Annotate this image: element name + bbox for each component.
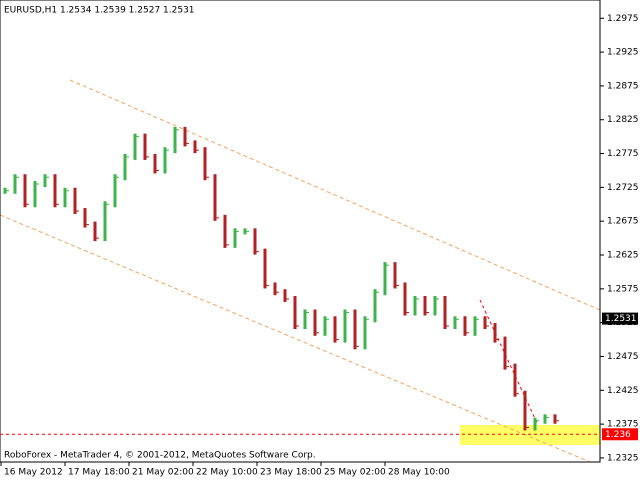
plot-frame bbox=[0, 0, 601, 463]
y-tick-label: 1.2825 bbox=[607, 115, 639, 125]
y-tick-label: 1.2925 bbox=[607, 48, 639, 58]
y-tick-label: 1.2375 bbox=[607, 420, 639, 430]
x-tick-label: 22 May 10:00 bbox=[196, 468, 258, 478]
x-tick-label: 16 May 2012 bbox=[4, 468, 63, 478]
channel-bottom bbox=[0, 214, 591, 463]
forecast-line bbox=[479, 299, 539, 426]
y-tick-label: 1.2475 bbox=[607, 352, 639, 362]
y-tick-label: 1.2325 bbox=[607, 453, 639, 463]
y-tick-label: 1.2425 bbox=[607, 386, 639, 396]
x-tick-label: 17 May 18:00 bbox=[68, 468, 130, 478]
y-tick-label: 1.2575 bbox=[607, 284, 639, 294]
x-tick-label: 21 May 02:00 bbox=[132, 468, 194, 478]
y-tick-label: 1.2975 bbox=[607, 14, 639, 24]
x-tick-label: 25 May 02:00 bbox=[324, 468, 386, 478]
chart-title: EURUSD,H1 1.2534 1.2539 1.2527 1.2531 bbox=[4, 6, 195, 16]
x-tick-label: 28 May 10:00 bbox=[388, 468, 450, 478]
level-label: 1.236 bbox=[605, 430, 631, 440]
x-tick-label: 23 May 18:00 bbox=[260, 468, 322, 478]
y-tick-label: 1.2725 bbox=[607, 183, 639, 193]
footer: RoboForex - MetaTrader 4, © 2001-2012, M… bbox=[4, 451, 316, 461]
level-box bbox=[602, 428, 638, 441]
price-box bbox=[602, 312, 638, 325]
y-tick-label: 1.2775 bbox=[607, 149, 639, 159]
y-tick-label: 1.2625 bbox=[607, 251, 639, 261]
y-tick-label: 1.2875 bbox=[607, 81, 639, 91]
price-label: 1.2531 bbox=[605, 314, 637, 324]
target-zone bbox=[460, 425, 600, 445]
channel-top bbox=[69, 79, 601, 311]
y-tick-label: 1.2675 bbox=[607, 217, 639, 227]
